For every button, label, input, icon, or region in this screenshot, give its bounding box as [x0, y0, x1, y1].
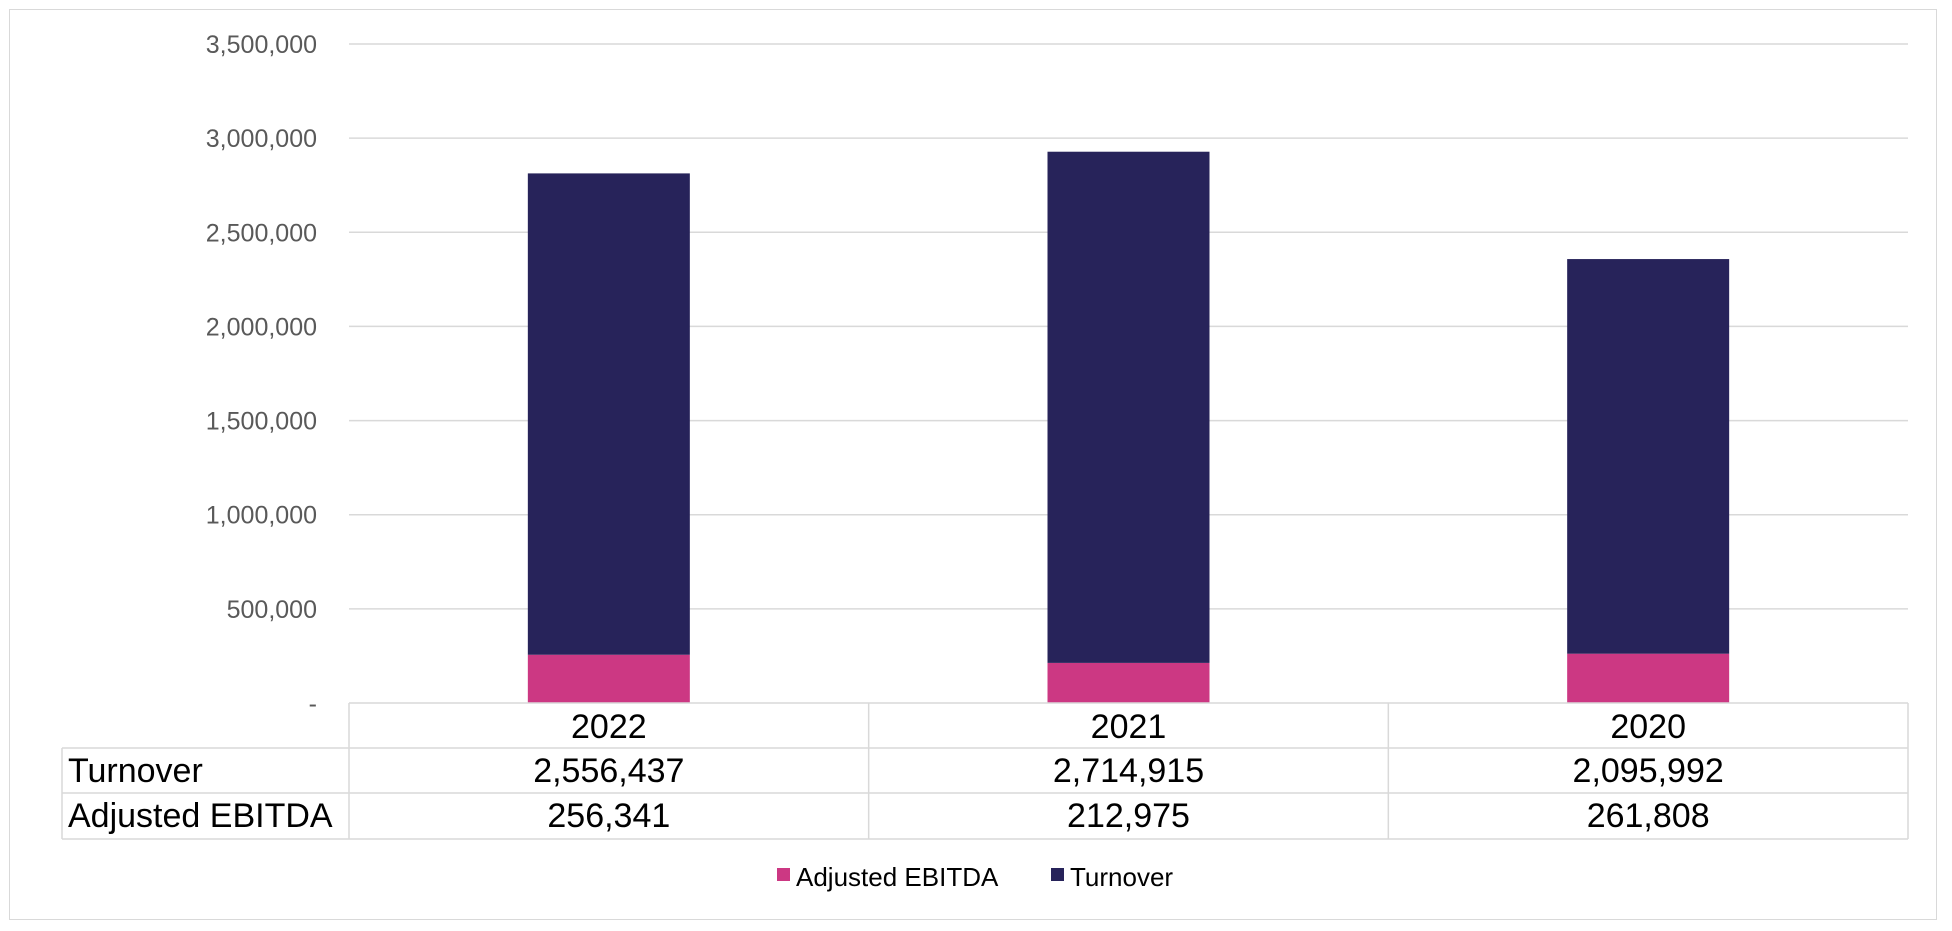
- bar-segment: [1567, 653, 1730, 703]
- table-cell: 261,808: [1587, 797, 1710, 835]
- table-cell: 2,714,915: [1053, 752, 1204, 790]
- legend-label: Turnover: [1070, 862, 1173, 892]
- legend-label: Adjusted EBITDA: [796, 862, 999, 892]
- y-tick-label: -: [309, 690, 317, 718]
- table-row-label: Turnover: [68, 752, 203, 790]
- y-tick-label: 500,000: [227, 596, 317, 624]
- table-cell: 2,556,437: [533, 752, 684, 790]
- bar-segment: [527, 654, 690, 703]
- y-tick-label: 1,000,000: [206, 502, 317, 530]
- table-cell: 212,975: [1067, 797, 1190, 835]
- category-label: 2020: [1610, 708, 1686, 746]
- bar-segment: [527, 173, 690, 655]
- table-row-label: Adjusted EBITDA: [68, 797, 333, 835]
- y-tick-label: 2,000,000: [206, 313, 317, 341]
- category-label: 2022: [571, 708, 647, 746]
- table-cell: 256,341: [547, 797, 670, 835]
- y-tick-label: 1,500,000: [206, 408, 317, 436]
- category-label: 2021: [1091, 708, 1167, 746]
- table-cell: 2,095,992: [1573, 752, 1724, 790]
- bar-segment: [1047, 662, 1210, 703]
- bar-segment: [1047, 151, 1210, 663]
- bar-segment: [1567, 259, 1730, 654]
- y-tick-label: 2,500,000: [206, 219, 317, 247]
- legend-swatch: [777, 868, 790, 881]
- y-tick-label: 3,000,000: [206, 125, 317, 153]
- y-tick-label: 3,500,000: [206, 31, 317, 59]
- legend-swatch: [1051, 868, 1064, 881]
